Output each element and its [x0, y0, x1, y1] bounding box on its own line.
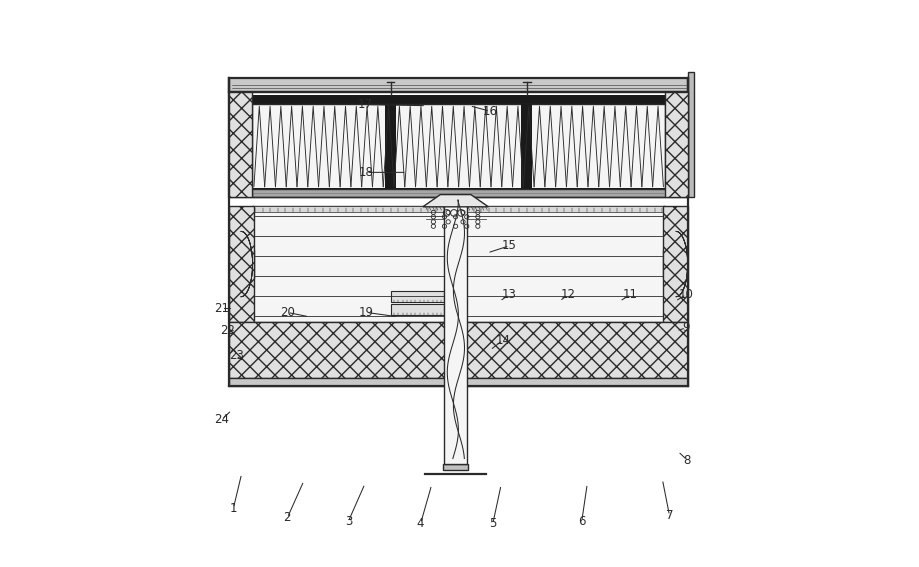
Text: 7: 7 — [665, 509, 674, 522]
Text: 1: 1 — [230, 502, 237, 515]
Bar — [252, 189, 665, 197]
Text: 6: 6 — [578, 515, 585, 528]
Bar — [688, 73, 694, 197]
Text: 10: 10 — [679, 288, 694, 301]
Text: 17: 17 — [357, 98, 372, 111]
Bar — [664, 249, 681, 278]
Text: 8: 8 — [684, 454, 691, 467]
Bar — [252, 206, 665, 213]
Bar — [229, 323, 688, 378]
Text: 14: 14 — [495, 333, 510, 346]
Text: 18: 18 — [358, 166, 374, 179]
Text: 11: 11 — [623, 288, 638, 301]
Bar — [444, 194, 467, 464]
Bar — [521, 104, 532, 189]
Bar — [229, 206, 254, 323]
Text: 22: 22 — [220, 324, 234, 337]
Bar — [252, 188, 665, 192]
Text: 5: 5 — [489, 517, 496, 530]
Text: 15: 15 — [502, 239, 517, 252]
Bar — [252, 95, 665, 104]
Text: 9: 9 — [683, 321, 690, 335]
Text: 24: 24 — [214, 413, 229, 426]
Bar — [229, 78, 688, 92]
Text: 16: 16 — [482, 105, 497, 118]
Text: 3: 3 — [345, 515, 352, 528]
Text: 20: 20 — [279, 306, 295, 319]
Bar — [443, 464, 469, 469]
Bar — [385, 104, 396, 189]
Bar — [229, 92, 252, 197]
Text: 21: 21 — [214, 302, 229, 315]
Bar — [391, 291, 444, 302]
Bar — [229, 378, 688, 386]
Text: 2: 2 — [283, 511, 291, 524]
Text: 4: 4 — [417, 517, 425, 530]
Text: 13: 13 — [502, 288, 517, 301]
Bar — [237, 249, 254, 278]
Bar — [252, 104, 665, 189]
Bar — [252, 206, 665, 323]
Text: 12: 12 — [561, 288, 575, 301]
Polygon shape — [423, 194, 488, 207]
Bar — [391, 304, 444, 315]
Bar — [664, 206, 688, 323]
Text: 23: 23 — [229, 349, 244, 362]
Text: 19: 19 — [358, 306, 374, 319]
Bar — [665, 92, 688, 197]
Bar — [440, 207, 468, 219]
